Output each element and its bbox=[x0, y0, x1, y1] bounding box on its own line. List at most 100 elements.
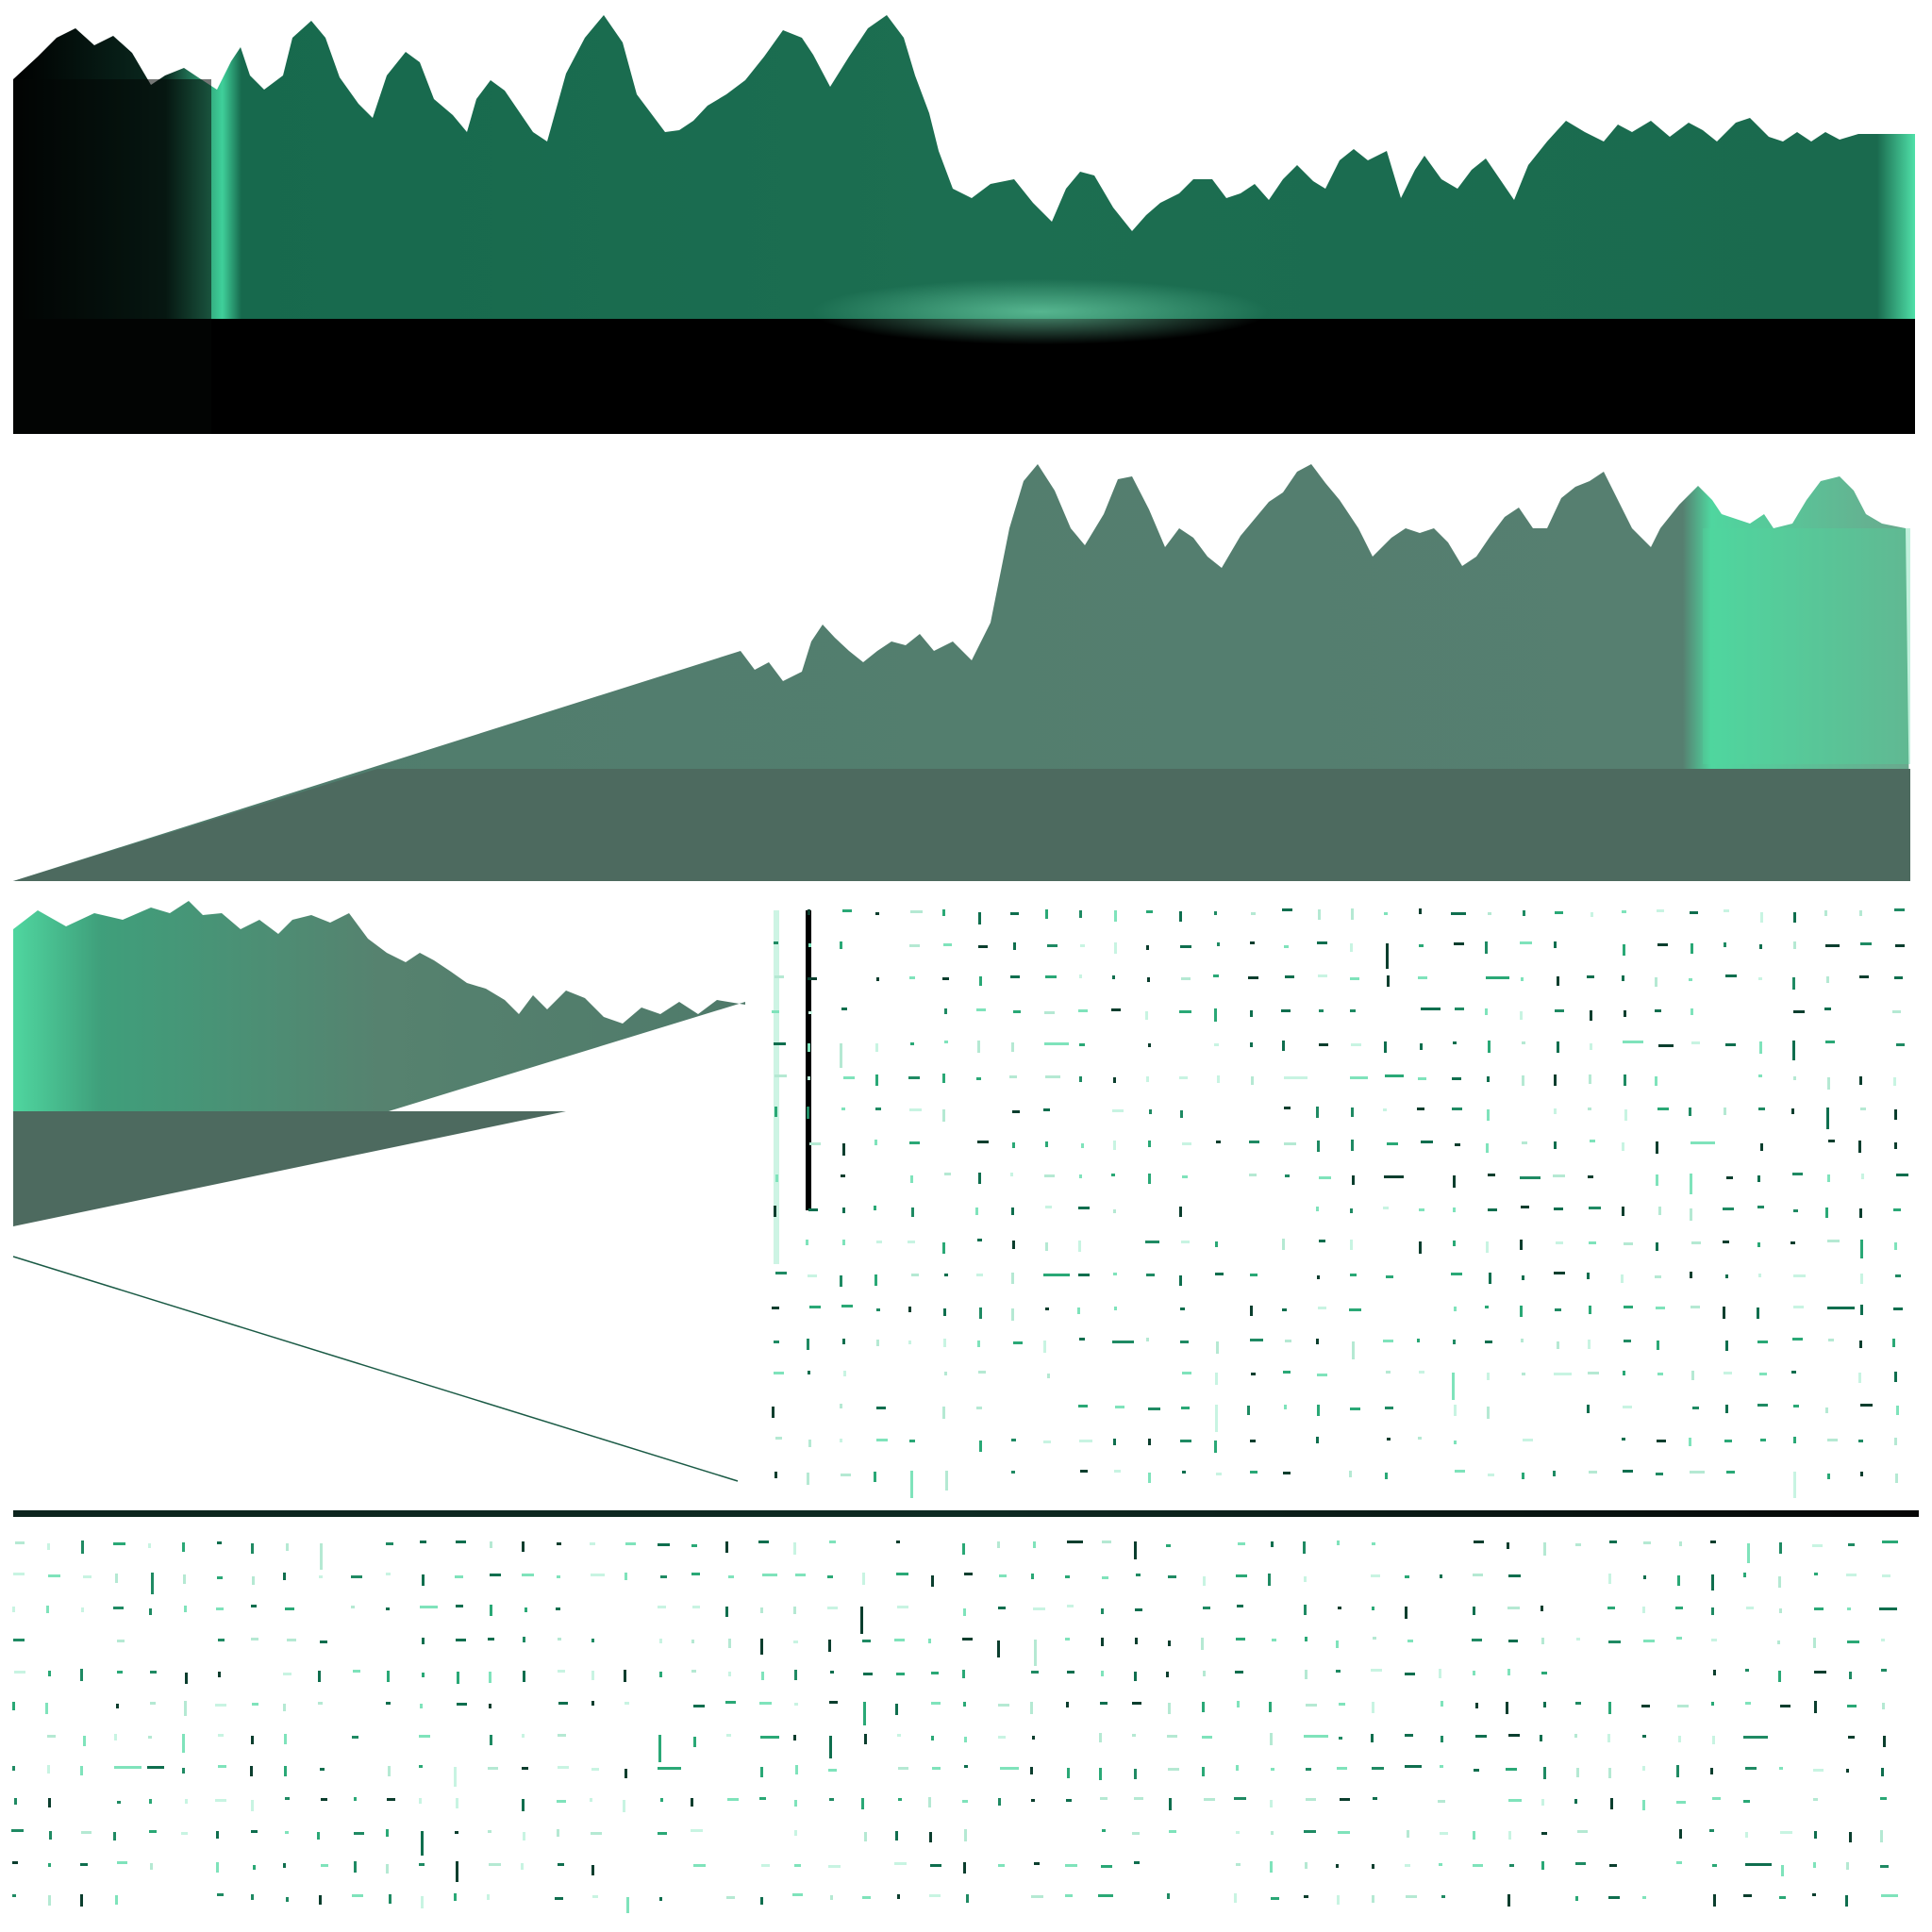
texture-dash bbox=[1168, 1768, 1179, 1771]
texture-dash bbox=[1179, 911, 1182, 922]
texture-dash bbox=[775, 1437, 782, 1440]
texture-dash bbox=[1610, 1798, 1613, 1809]
texture-dash bbox=[283, 1863, 286, 1868]
texture-dash bbox=[1031, 1671, 1039, 1674]
texture-dash bbox=[455, 1831, 458, 1834]
texture-dash bbox=[1894, 1372, 1897, 1382]
texture-dash bbox=[794, 1830, 797, 1836]
texture-dash bbox=[809, 1306, 821, 1308]
texture-dash bbox=[1824, 1008, 1831, 1010]
texture-dash bbox=[841, 1174, 845, 1177]
texture-dash bbox=[1557, 976, 1559, 986]
texture-dash bbox=[1813, 1862, 1816, 1868]
texture-dash bbox=[897, 1606, 908, 1608]
texture-dash bbox=[1217, 942, 1220, 946]
texture-dash bbox=[1371, 1734, 1374, 1742]
texture-dash bbox=[1791, 1371, 1796, 1374]
texture-dash bbox=[807, 1107, 809, 1119]
texture-dash bbox=[930, 1864, 941, 1867]
texture-dash bbox=[116, 1704, 119, 1708]
texture-dash bbox=[80, 1894, 83, 1907]
texture-dash bbox=[1285, 975, 1294, 978]
texture-dash bbox=[1486, 1143, 1489, 1153]
texture-dash bbox=[1676, 1765, 1679, 1777]
texture-dash bbox=[1473, 1864, 1483, 1867]
texture-dash bbox=[454, 1893, 457, 1901]
texture-dash bbox=[1043, 1108, 1050, 1111]
texture-dash bbox=[1655, 1076, 1657, 1086]
texture-dash bbox=[1743, 1573, 1746, 1577]
texture-dash bbox=[1406, 1895, 1417, 1898]
texture-dash bbox=[1418, 1077, 1426, 1080]
texture-dash bbox=[1251, 1373, 1256, 1375]
texture-dash bbox=[1826, 1108, 1829, 1129]
texture-dash bbox=[1624, 1074, 1626, 1086]
texture-dash bbox=[1283, 1371, 1291, 1374]
texture-dash bbox=[623, 1800, 625, 1812]
texture-dash bbox=[1793, 1274, 1806, 1277]
texture-dash bbox=[1282, 1239, 1285, 1250]
texture-dash bbox=[1555, 1009, 1564, 1012]
texture-dash bbox=[1214, 1043, 1219, 1046]
texture-dash bbox=[422, 1638, 425, 1644]
texture-dash bbox=[775, 1174, 778, 1182]
texture-dash bbox=[15, 1541, 25, 1544]
texture-dash bbox=[1248, 976, 1258, 979]
texture-dash bbox=[1132, 1734, 1136, 1737]
texture-dash bbox=[1758, 977, 1762, 980]
texture-dash bbox=[1272, 1639, 1276, 1641]
texture-dash bbox=[997, 1641, 1000, 1657]
texture-dash bbox=[113, 1832, 116, 1840]
texture-dash bbox=[1472, 1639, 1482, 1641]
texture-dash bbox=[1372, 1607, 1374, 1610]
texture-dash bbox=[1271, 1541, 1274, 1547]
texture-dash bbox=[843, 1076, 855, 1079]
texture-dash bbox=[1216, 1473, 1222, 1475]
texture-dash bbox=[1508, 1734, 1520, 1737]
texture-dash bbox=[283, 1673, 291, 1675]
texture-dash bbox=[1340, 1798, 1350, 1801]
texture-dash bbox=[284, 1734, 287, 1744]
texture-dash bbox=[963, 1608, 966, 1616]
texture-dash bbox=[1316, 1107, 1319, 1118]
texture-dash bbox=[1270, 1733, 1273, 1745]
texture-dash bbox=[1305, 1637, 1307, 1641]
texture-dash bbox=[521, 1863, 524, 1870]
texture-dash bbox=[1080, 1470, 1088, 1473]
texture-dash bbox=[1896, 1406, 1899, 1415]
texture-dash bbox=[1339, 1703, 1345, 1706]
texture-dash bbox=[1166, 1672, 1169, 1677]
texture-dash bbox=[488, 1830, 491, 1833]
texture-dash bbox=[1383, 1207, 1389, 1209]
texture-dash bbox=[1065, 1638, 1070, 1641]
texture-dash bbox=[1724, 1372, 1732, 1374]
texture-dash bbox=[1541, 1672, 1547, 1674]
texture-dash bbox=[1642, 1607, 1645, 1613]
texture-dash bbox=[218, 1734, 224, 1737]
texture-dash bbox=[963, 1862, 966, 1874]
texture-dash bbox=[1487, 1407, 1490, 1419]
texture-dash bbox=[47, 1543, 50, 1550]
texture-dash bbox=[1541, 1799, 1544, 1806]
texture-dash bbox=[185, 1673, 188, 1684]
texture-dash bbox=[1622, 1438, 1625, 1441]
texture-dash bbox=[1215, 1405, 1218, 1432]
texture-dash bbox=[490, 1605, 492, 1616]
texture-dash bbox=[944, 1372, 947, 1375]
texture-dash bbox=[794, 1800, 797, 1807]
texture-dash bbox=[1012, 1142, 1015, 1148]
texture-dash bbox=[1623, 1470, 1633, 1473]
texture-dash bbox=[1337, 1767, 1347, 1770]
texture-dash bbox=[1440, 1574, 1442, 1578]
texture-dash bbox=[1454, 1405, 1457, 1416]
texture-dash bbox=[1148, 1473, 1151, 1483]
texture-dash bbox=[896, 1673, 905, 1675]
texture-dash bbox=[1319, 1009, 1324, 1012]
texture-dash bbox=[1455, 1143, 1460, 1146]
texture-dash bbox=[1371, 1574, 1380, 1577]
texture-dash bbox=[1405, 1607, 1407, 1619]
texture-dash bbox=[1690, 1141, 1715, 1144]
texture-dash bbox=[1114, 910, 1117, 922]
texture-dash bbox=[287, 1639, 296, 1641]
texture-dash bbox=[1793, 1472, 1796, 1498]
